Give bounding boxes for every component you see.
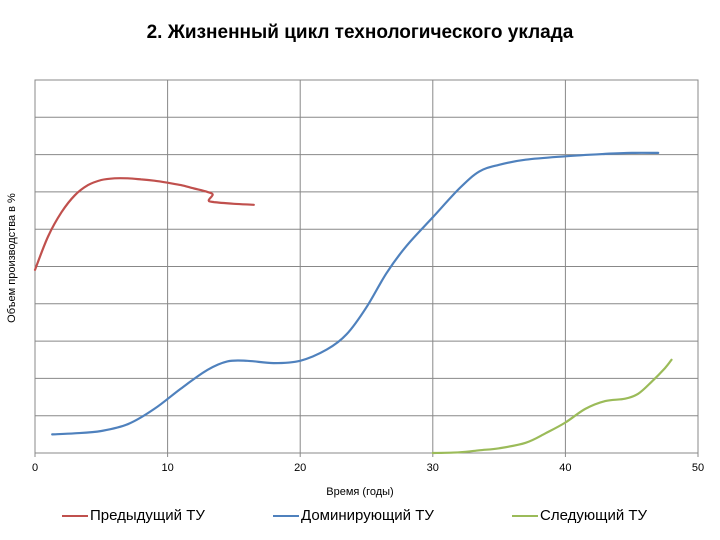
legend-label-next: Следующий ТУ (540, 507, 648, 524)
grid (34, 79, 699, 454)
series-lines (33, 151, 673, 455)
series-line-1 (51, 151, 660, 436)
series-line-2 (431, 358, 673, 455)
axes (34, 79, 699, 457)
x-tick-label: 50 (692, 462, 704, 474)
legend-swatch-next (512, 514, 538, 517)
x-tick-label: 40 (559, 462, 571, 474)
x-tick-label: 10 (161, 462, 173, 474)
legend-item-next: Следующий ТУ (512, 507, 647, 524)
legend-label-previous: Предыдущий ТУ (90, 507, 205, 524)
legend-item-previous: Предыдущий ТУ (62, 507, 205, 524)
x-axis-label: Время (годы) (326, 486, 394, 498)
legend-label-dominant: Доминирующий ТУ (301, 507, 434, 524)
x-tick-label: 20 (294, 462, 306, 474)
x-tick-labels: 0 10 20 30 40 50 (32, 462, 704, 474)
plot-frame (34, 79, 699, 454)
chart-title: 2. Жизненный цикл технологического уклад… (146, 22, 574, 43)
legend-item-dominant: Доминирующий ТУ (273, 507, 434, 524)
legend-swatch-dominant (273, 514, 299, 517)
series-line-0 (33, 177, 255, 271)
x-tick-label: 0 (32, 462, 38, 474)
legend: Предыдущий ТУ Доминирующий ТУ Следующий … (0, 507, 720, 531)
x-tick-label: 30 (427, 462, 439, 474)
legend-swatch-previous (62, 514, 88, 517)
